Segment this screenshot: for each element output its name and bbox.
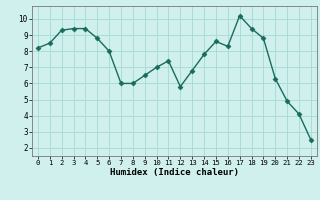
X-axis label: Humidex (Indice chaleur): Humidex (Indice chaleur) [110, 168, 239, 177]
